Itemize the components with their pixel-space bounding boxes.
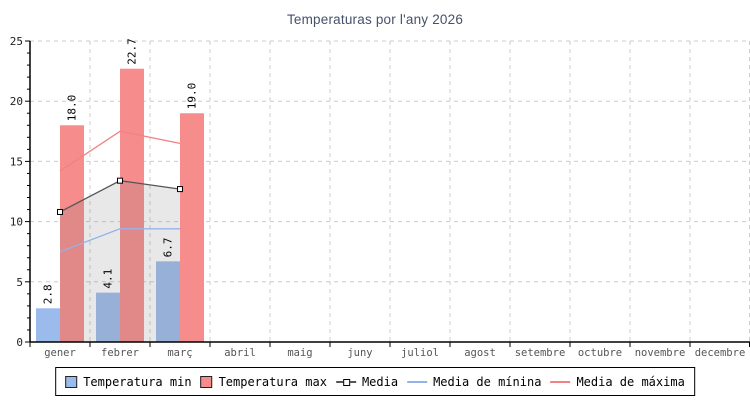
bar-value-label-temperatura-min-febrer: 4.1 bbox=[102, 269, 115, 289]
legend-label: Media bbox=[361, 374, 399, 389]
media-line-marker-icon bbox=[335, 377, 356, 386]
media-maxima-line-icon bbox=[550, 380, 571, 383]
bar-temperatura-max-febrer bbox=[120, 68, 144, 342]
month-label-març: març bbox=[167, 347, 192, 359]
month-label-setembre: setembre bbox=[515, 347, 566, 359]
chart-legend: Temperatura min Temperatura max Media Me… bbox=[55, 367, 695, 396]
bar-value-label-temperatura-max-gener: 18.0 bbox=[66, 95, 79, 122]
line-media-de-m-xima bbox=[59, 130, 181, 172]
y-tick-label-25: 25 bbox=[10, 35, 23, 48]
y-tick-label-20: 20 bbox=[10, 95, 23, 108]
legend-label: Media de máxima bbox=[576, 374, 685, 389]
y-tick-label-5: 5 bbox=[16, 276, 23, 289]
media-minima-line-icon bbox=[407, 380, 428, 383]
bar-value-label-temperatura-max-març: 19.0 bbox=[186, 83, 199, 110]
media-area-fill bbox=[60, 180, 180, 342]
month-label-juliol: juliol bbox=[401, 347, 439, 359]
bar-value-label-temperatura-max-febrer: 22.7 bbox=[126, 38, 139, 65]
month-label-gener: gener bbox=[44, 347, 76, 359]
chart-title: Temperaturas por l'any 2026 bbox=[286, 12, 464, 27]
month-label-decembre: decembre bbox=[695, 347, 746, 359]
temperatura-max-swatch-icon bbox=[200, 375, 213, 388]
month-label-juny: juny bbox=[347, 347, 372, 359]
month-label-octubre: octubre bbox=[578, 347, 622, 359]
month-label-maig: maig bbox=[287, 347, 312, 359]
legend-item-media-de-minina: Media de mínina bbox=[407, 375, 541, 389]
legend-label: Temperatura max bbox=[218, 374, 327, 389]
legend-item-temperatura-min: Temperatura min bbox=[65, 374, 192, 389]
media-marker-gener bbox=[57, 208, 63, 215]
bar-temperatura-min-març bbox=[156, 261, 180, 342]
bar-temperatura-min-gener bbox=[36, 308, 60, 342]
bar-temperatura-max-març bbox=[180, 113, 204, 343]
month-label-novembre: novembre bbox=[635, 347, 686, 359]
month-label-agost: agost bbox=[464, 347, 496, 359]
legend-label: Media de mínina bbox=[433, 374, 542, 389]
legend-item-media-de-maxima: Media de máxima bbox=[550, 374, 685, 389]
y-tick-label-0: 0 bbox=[16, 336, 23, 349]
bar-value-label-temperatura-min-març: 6.7 bbox=[162, 237, 175, 257]
line-media-de-m-nina bbox=[59, 228, 180, 253]
bar-value-label-temperatura-min-gener: 2.8 bbox=[42, 284, 55, 304]
bar-temperatura-max-gener bbox=[60, 125, 84, 342]
media-marker-febrer bbox=[117, 177, 123, 184]
month-label-abril: abril bbox=[224, 347, 256, 359]
y-tick-label-15: 15 bbox=[10, 155, 23, 168]
legend-item-media: Media bbox=[335, 374, 399, 389]
legend-label: Temperatura min bbox=[83, 374, 192, 389]
bar-temperatura-min-febrer bbox=[96, 292, 120, 342]
media-marker-març bbox=[177, 186, 183, 193]
legend-item-temperatura-max: Temperatura max bbox=[200, 374, 327, 389]
y-tick-label-10: 10 bbox=[10, 216, 23, 229]
temperatura-min-swatch-icon bbox=[65, 375, 78, 388]
month-label-febrer: febrer bbox=[101, 347, 139, 359]
